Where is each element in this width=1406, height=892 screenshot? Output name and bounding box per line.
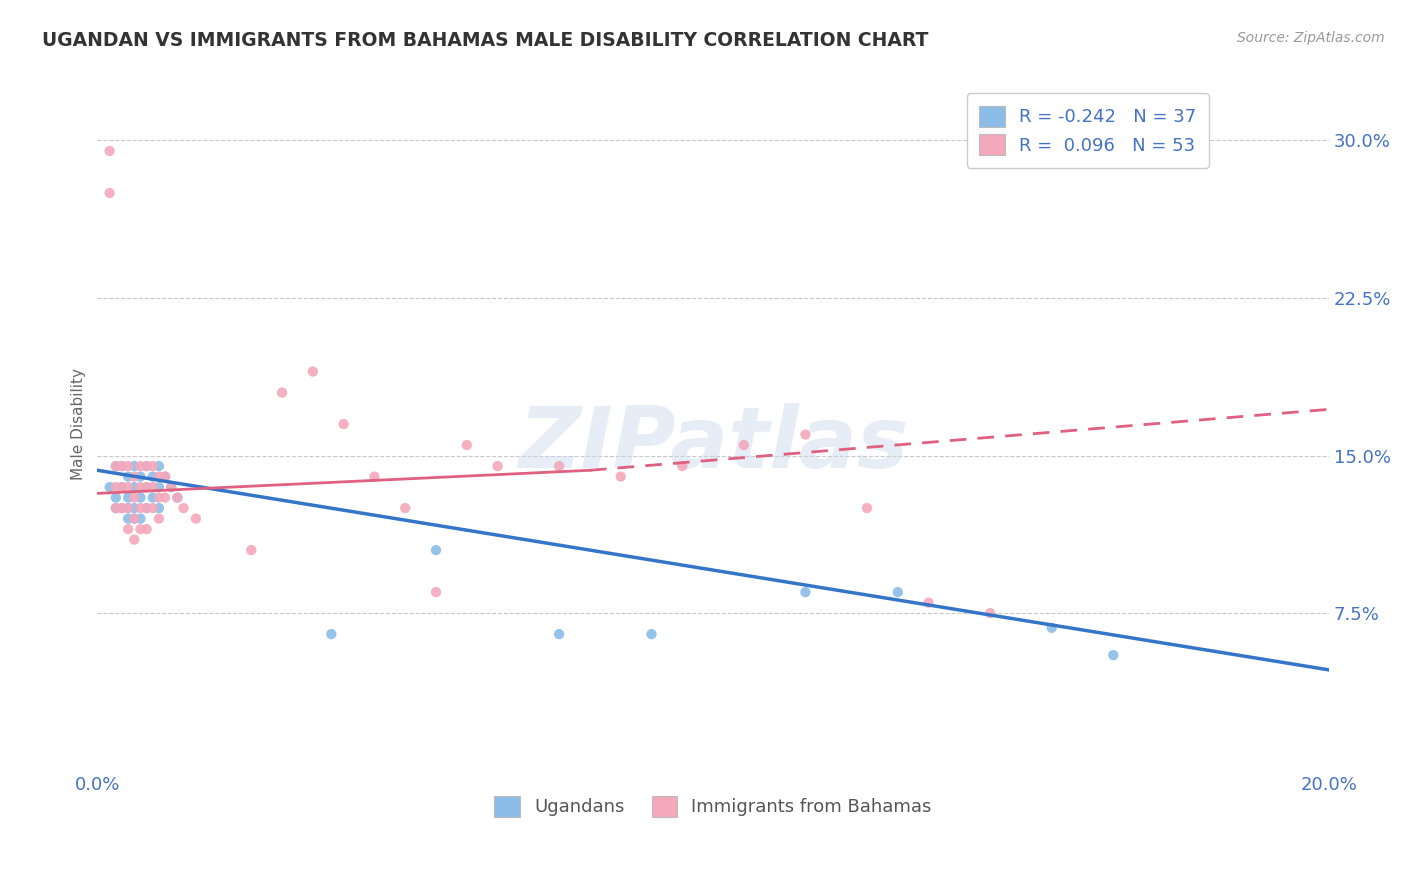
- Point: [129, 522, 152, 536]
- Text: ZIPatlas: ZIPatlas: [517, 403, 908, 486]
- Point: [456, 438, 478, 452]
- Point: [117, 522, 139, 536]
- Point: [117, 469, 139, 483]
- Point: [135, 501, 157, 516]
- Point: [153, 469, 176, 483]
- Point: [104, 459, 127, 474]
- Point: [98, 480, 121, 494]
- Point: [332, 417, 354, 431]
- Point: [117, 491, 139, 505]
- Point: [135, 480, 157, 494]
- Point: [794, 427, 817, 442]
- Point: [142, 491, 165, 505]
- Point: [425, 543, 447, 558]
- Point: [321, 627, 343, 641]
- Point: [111, 459, 134, 474]
- Point: [271, 385, 294, 400]
- Point: [111, 480, 134, 494]
- Point: [794, 585, 817, 599]
- Point: [160, 480, 183, 494]
- Text: Source: ZipAtlas.com: Source: ZipAtlas.com: [1237, 31, 1385, 45]
- Point: [129, 480, 152, 494]
- Point: [124, 469, 146, 483]
- Point: [111, 480, 134, 494]
- Point: [104, 459, 127, 474]
- Point: [129, 469, 152, 483]
- Point: [117, 501, 139, 516]
- Point: [609, 469, 631, 483]
- Point: [111, 501, 134, 516]
- Point: [148, 491, 170, 505]
- Point: [124, 511, 146, 525]
- Point: [363, 469, 385, 483]
- Point: [124, 459, 146, 474]
- Point: [173, 501, 195, 516]
- Point: [124, 480, 146, 494]
- Point: [142, 480, 165, 494]
- Point: [117, 511, 139, 525]
- Point: [917, 596, 939, 610]
- Point: [1040, 621, 1063, 635]
- Point: [148, 511, 170, 525]
- Point: [166, 491, 188, 505]
- Point: [160, 480, 183, 494]
- Point: [148, 501, 170, 516]
- Point: [98, 186, 121, 200]
- Point: [117, 459, 139, 474]
- Point: [148, 480, 170, 494]
- Point: [104, 491, 127, 505]
- Point: [548, 459, 571, 474]
- Point: [856, 501, 879, 516]
- Point: [104, 501, 127, 516]
- Point: [184, 511, 207, 525]
- Point: [135, 459, 157, 474]
- Point: [124, 533, 146, 547]
- Point: [302, 365, 325, 379]
- Point: [640, 627, 662, 641]
- Point: [887, 585, 910, 599]
- Point: [486, 459, 509, 474]
- Point: [117, 501, 139, 516]
- Point: [117, 480, 139, 494]
- Point: [394, 501, 416, 516]
- Point: [135, 522, 157, 536]
- Point: [671, 459, 693, 474]
- Point: [148, 469, 170, 483]
- Legend: Ugandans, Immigrants from Bahamas: Ugandans, Immigrants from Bahamas: [488, 789, 939, 824]
- Point: [104, 480, 127, 494]
- Point: [135, 480, 157, 494]
- Point: [104, 501, 127, 516]
- Point: [142, 459, 165, 474]
- Text: UGANDAN VS IMMIGRANTS FROM BAHAMAS MALE DISABILITY CORRELATION CHART: UGANDAN VS IMMIGRANTS FROM BAHAMAS MALE …: [42, 31, 928, 50]
- Point: [425, 585, 447, 599]
- Point: [142, 501, 165, 516]
- Point: [135, 501, 157, 516]
- Point: [111, 501, 134, 516]
- Point: [124, 511, 146, 525]
- Point: [1102, 648, 1125, 662]
- Point: [142, 469, 165, 483]
- Point: [111, 459, 134, 474]
- Point: [135, 459, 157, 474]
- Point: [733, 438, 755, 452]
- Point: [129, 511, 152, 525]
- Y-axis label: Male Disability: Male Disability: [72, 368, 86, 480]
- Point: [166, 491, 188, 505]
- Point: [153, 469, 176, 483]
- Point: [129, 459, 152, 474]
- Point: [129, 491, 152, 505]
- Point: [240, 543, 263, 558]
- Point: [548, 627, 571, 641]
- Point: [979, 606, 1001, 620]
- Point: [124, 501, 146, 516]
- Point: [124, 491, 146, 505]
- Point: [129, 501, 152, 516]
- Point: [148, 459, 170, 474]
- Point: [153, 491, 176, 505]
- Point: [98, 144, 121, 158]
